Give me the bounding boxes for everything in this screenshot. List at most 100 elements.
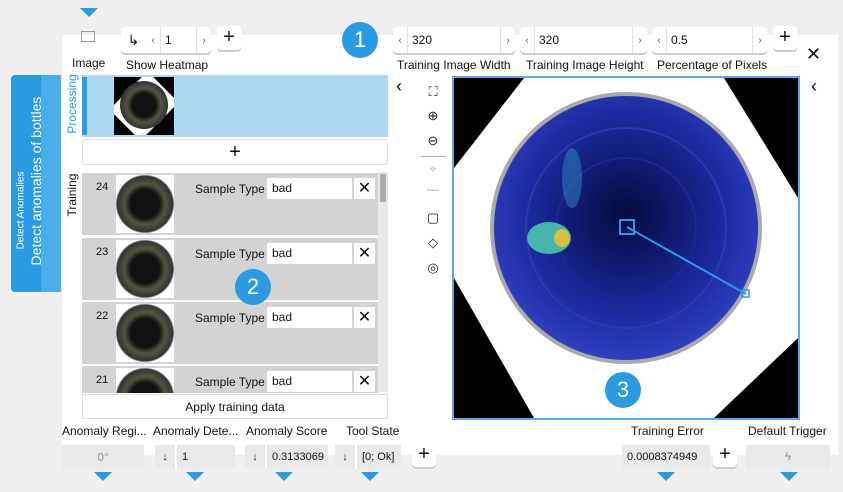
training-item[interactable]: 23 Sample Type bad ✕ (82, 238, 378, 300)
decrement-button[interactable]: ‹ (151, 34, 155, 46)
training-scrollbar[interactable] (378, 172, 388, 392)
output-arrow-icon: ↓ (245, 445, 267, 469)
anomaly-region-output[interactable]: ߀° (62, 445, 144, 469)
output-label: Default Trigger (748, 424, 827, 438)
output-label: Training Error (631, 424, 704, 438)
remove-icon[interactable]: ✕ (354, 243, 375, 264)
rectangle-tool-icon[interactable]: ▢ (426, 210, 440, 225)
training-error-output[interactable]: 0.0008374949 (622, 445, 710, 469)
training-width-spinner[interactable]: ‹ 320 › (393, 27, 515, 53)
training-width-label: Training Image Width (397, 58, 511, 72)
item-index: 24 (96, 181, 109, 193)
image-icon (81, 31, 95, 42)
training-item[interactable]: 24 Sample Type bad ✕ (82, 173, 378, 235)
sample-type-label: Sample Type (195, 182, 265, 196)
default-trigger-output[interactable]: ϟ (746, 445, 830, 469)
percentage-pixels-value[interactable]: 0.5 (666, 27, 753, 53)
badge-3: 3 (605, 372, 641, 408)
add-output-button[interactable]: + (412, 443, 436, 467)
radius-handle (741, 289, 750, 298)
output-connector-icon[interactable] (275, 472, 293, 481)
remove-icon[interactable]: ✕ (354, 371, 375, 392)
item-index: 21 (96, 374, 109, 386)
show-heatmap-label: Show Heatmap (126, 58, 209, 72)
training-item[interactable]: 22 Sample Type bad ✕ (82, 302, 378, 364)
link-arrow-icon: ↳ (127, 31, 140, 48)
processing-label: Processing (65, 74, 79, 134)
show-heatmap-value[interactable]: 1 (160, 27, 197, 53)
show-heatmap-spinner[interactable]: ↳ ‹ 1 › (121, 27, 211, 53)
percentage-pixels-label: Percentage of Pixels (657, 58, 768, 72)
output-connector-icon[interactable] (657, 472, 675, 481)
processing-thumbnail (114, 77, 174, 135)
training-item[interactable]: 21 Sample Type bad ✕ (82, 366, 378, 393)
tool-state-output[interactable]: ↓ [0; Ok] (335, 445, 401, 469)
output-label: Anomaly Dete... (153, 424, 239, 438)
output-arrow-icon: ↓ (155, 445, 177, 469)
item-index: 23 (96, 246, 109, 258)
line-tool-icon[interactable]: ◦–◦ (426, 185, 440, 196)
add-parameter-button[interactable]: + (773, 26, 797, 50)
output-connector-icon[interactable] (361, 472, 379, 481)
training-label: Training (65, 173, 79, 217)
training-thumbnail (116, 304, 174, 362)
side-tab[interactable]: Detect Anomalies Detect anomalies of bot… (11, 75, 61, 292)
point-tool-icon[interactable]: ⌖ (429, 161, 437, 176)
output-value: 1 (182, 451, 189, 463)
zoom-out-icon[interactable]: ⊖ (427, 133, 439, 148)
fit-to-window-icon[interactable]: ⛶ (428, 84, 438, 99)
badge-2: 2 (235, 269, 271, 305)
training-thumbnail (116, 175, 174, 233)
output-label: Anomaly Score (246, 424, 328, 438)
add-input-button[interactable]: + (217, 26, 241, 50)
training-height-value[interactable]: 320 (534, 27, 633, 53)
badge-1: 1 (342, 22, 378, 58)
close-icon[interactable]: ✕ (806, 44, 822, 64)
collapse-left-icon[interactable]: ‹ (396, 76, 402, 96)
input-connector-icon[interactable] (80, 8, 98, 17)
percentage-pixels-spinner[interactable]: ‹ 0.5 › (652, 27, 767, 53)
lightning-icon: ϟ (785, 451, 791, 463)
remove-icon[interactable]: ✕ (354, 307, 375, 328)
image-viewer[interactable] (452, 76, 800, 420)
remove-icon[interactable]: ✕ (354, 178, 375, 199)
anomaly-detected-output[interactable]: ↓ 1 (155, 445, 235, 469)
region-icon: ߀° (97, 451, 109, 464)
anomaly-score-output[interactable]: ↓ 0.3133069 (245, 445, 328, 469)
sample-type-label: Sample Type (195, 311, 265, 325)
output-connector-icon[interactable] (780, 472, 798, 481)
processing-item[interactable] (82, 75, 388, 137)
image-label: Image (72, 56, 106, 70)
sample-type-input[interactable]: bad (267, 371, 352, 392)
rotated-rectangle-tool-icon[interactable]: ◇ (428, 235, 438, 250)
sample-type-label: Sample Type (195, 247, 265, 261)
training-width-value[interactable]: 320 (407, 27, 501, 53)
output-value: 0.0008374949 (627, 451, 698, 463)
training-height-spinner[interactable]: ‹ 320 › (520, 27, 647, 53)
output-value: 0.3133069 (272, 451, 324, 463)
circle-tool-icon[interactable]: ◎ (427, 260, 439, 275)
add-output-button[interactable]: + (713, 443, 737, 467)
output-connector-icon[interactable] (94, 472, 112, 481)
side-tab-title: Detect Anomalies (15, 171, 27, 250)
training-height-label: Training Image Height (526, 58, 644, 72)
output-label: Anomaly Regi... (62, 424, 147, 438)
toolbar-divider (421, 156, 446, 157)
output-value: [0; Ok] (362, 451, 395, 463)
output-connector-icon[interactable] (186, 472, 204, 481)
increment-button[interactable]: › (202, 34, 206, 46)
output-arrow-icon: ↓ (335, 445, 357, 469)
item-index: 22 (96, 310, 109, 322)
center-handle (619, 219, 635, 235)
add-processing-button[interactable]: + (82, 139, 388, 165)
heatmap-image (454, 78, 798, 418)
sample-type-label: Sample Type (195, 375, 265, 389)
sample-type-input[interactable]: bad (267, 243, 352, 264)
sample-type-input[interactable]: bad (267, 307, 352, 328)
output-label: Tool State (346, 424, 400, 438)
collapse-right-icon[interactable]: ‹ (811, 76, 817, 96)
apply-training-button[interactable]: Apply training data (82, 394, 388, 419)
zoom-in-icon[interactable]: ⊕ (427, 108, 439, 123)
sample-type-input[interactable]: bad (267, 178, 352, 199)
training-thumbnail (116, 240, 174, 298)
